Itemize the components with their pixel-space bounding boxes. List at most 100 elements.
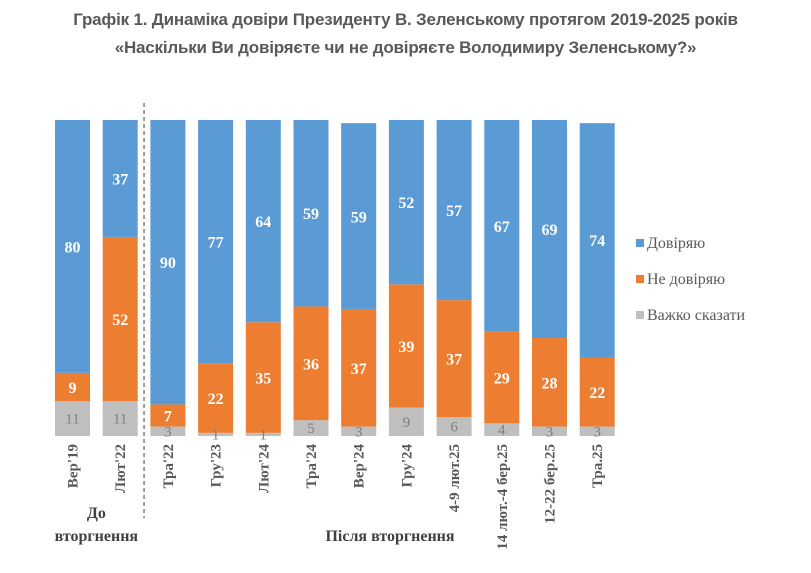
bar-segment-trust xyxy=(532,120,567,339)
bar-segment-distrust xyxy=(150,404,186,427)
data-label: 11 xyxy=(113,412,127,428)
data-label: 52 xyxy=(112,312,128,329)
data-label: 64 xyxy=(255,214,271,231)
bar-segment-hard-to-say xyxy=(198,432,234,436)
bar-segment-hard-to-say xyxy=(55,401,90,436)
data-label: 29 xyxy=(494,371,510,388)
x-tick-label: Гру'24 xyxy=(399,444,415,488)
x-tick-label: 4-9 лют.25 xyxy=(447,444,463,512)
x-tick-label: Тра.25 xyxy=(590,444,606,488)
legend-swatch xyxy=(636,275,644,283)
data-label: 37 xyxy=(112,171,128,188)
bar-segment-trust xyxy=(484,120,520,332)
data-label: 22 xyxy=(589,385,605,402)
chart-title: Графік 1. Динаміка довіри Президенту В. … xyxy=(73,10,738,29)
bar-segment-trust xyxy=(198,120,234,364)
bar-segment-distrust xyxy=(484,331,520,424)
bar-segment-distrust xyxy=(245,322,281,433)
bar-segment-hard-to-say xyxy=(150,426,186,436)
data-label: 1 xyxy=(260,427,268,443)
data-label: 90 xyxy=(160,255,176,272)
data-label: 52 xyxy=(398,195,414,212)
data-label: 5 xyxy=(307,421,315,437)
bar-segment-hard-to-say xyxy=(293,420,329,436)
data-label: 77 xyxy=(208,235,224,252)
data-label: 9 xyxy=(403,415,411,431)
data-label: 1 xyxy=(212,427,220,443)
group-label-after: Після вторгнення xyxy=(325,528,454,545)
x-tick-label: Вер'24 xyxy=(352,444,368,489)
data-label: 9 xyxy=(69,380,77,397)
data-label: 39 xyxy=(398,339,414,356)
data-label: 3 xyxy=(355,424,363,440)
data-label: 3 xyxy=(593,424,601,440)
group-label-before-line2: вторгнення xyxy=(55,528,139,545)
bar-segment-distrust xyxy=(341,309,377,427)
legend-swatch xyxy=(636,311,644,319)
bar-segment-hard-to-say xyxy=(484,423,520,436)
data-label: 59 xyxy=(303,206,319,223)
chart-subtitle: «Наскільки Ви довіряєте чи не довіряєте … xyxy=(114,38,697,57)
data-label: 22 xyxy=(208,391,224,408)
data-label: 37 xyxy=(446,352,462,369)
x-tick-label: Лют'22 xyxy=(113,444,129,493)
data-label: 3 xyxy=(546,424,554,440)
x-tick-label: Тра'24 xyxy=(304,444,320,489)
data-labels-layer: 1198011523737901227713564536593375993952… xyxy=(65,171,606,443)
bar-segment-hard-to-say xyxy=(579,426,615,436)
group-label-before-line1: До xyxy=(87,505,106,522)
data-label: 3 xyxy=(164,424,172,440)
bar-segment-distrust xyxy=(293,306,329,421)
bar-segment-distrust xyxy=(388,284,424,408)
data-label: 74 xyxy=(589,233,605,250)
bar-segment-distrust xyxy=(532,338,567,427)
bar-segment-distrust xyxy=(55,372,90,402)
bar-segment-hard-to-say xyxy=(102,401,138,436)
bar-segment-trust xyxy=(245,120,281,323)
data-label: 36 xyxy=(303,356,319,373)
x-tick-label: 12-22 бер.25 xyxy=(543,444,559,524)
data-label: 80 xyxy=(65,239,81,256)
bar-segment-distrust xyxy=(102,236,138,402)
legend-label: Довіряю xyxy=(647,235,705,252)
bar-segment-trust xyxy=(150,120,186,405)
data-label: 69 xyxy=(542,222,558,239)
data-label: 35 xyxy=(255,371,271,388)
bar-segment-trust xyxy=(341,123,377,310)
legend-label: Не довіряю xyxy=(647,271,725,288)
bar-segment-hard-to-say xyxy=(532,426,567,436)
bar-segment-hard-to-say xyxy=(436,417,472,436)
x-tick-label: 14 лют.-4 бер.25 xyxy=(495,444,511,550)
bar-segment-distrust xyxy=(579,357,615,427)
data-label: 4 xyxy=(498,423,506,439)
data-label: 67 xyxy=(494,219,510,236)
bar-segment-distrust xyxy=(198,363,234,433)
bars-layer xyxy=(55,120,615,436)
bar-segment-trust xyxy=(436,120,472,301)
data-label: 11 xyxy=(65,412,79,428)
data-label: 37 xyxy=(351,361,367,378)
x-tick-label: Лют'24 xyxy=(256,444,272,493)
bar-segment-hard-to-say xyxy=(341,426,377,436)
x-tick-label: Гру'23 xyxy=(209,444,225,487)
data-label: 6 xyxy=(450,420,458,436)
legend: Довіряю Не довіряю Важко сказати xyxy=(636,235,746,324)
x-tick-label: Тра'22 xyxy=(161,444,177,488)
bar-segment-trust xyxy=(102,120,138,237)
data-label: 57 xyxy=(446,203,462,220)
bar-segment-distrust xyxy=(436,300,472,418)
bar-segment-trust xyxy=(55,120,90,373)
bar-segment-hard-to-say xyxy=(388,407,424,436)
legend-swatch xyxy=(636,239,644,247)
bar-segment-trust xyxy=(293,120,329,307)
bar-segment-trust xyxy=(388,120,424,285)
bar-segment-trust xyxy=(579,123,615,357)
x-tick-label: Вер'19 xyxy=(66,444,82,488)
bar-segment-hard-to-say xyxy=(245,432,281,436)
x-axis-tick-labels: Вер'19 Лют'22 Тра'22 Гру'23 Лют'24 Тра'24 Вер'… xyxy=(66,444,607,550)
legend-label: Важко сказати xyxy=(647,307,746,324)
data-label: 59 xyxy=(351,209,367,226)
data-label: 28 xyxy=(542,375,558,392)
data-label: 7 xyxy=(164,408,172,425)
